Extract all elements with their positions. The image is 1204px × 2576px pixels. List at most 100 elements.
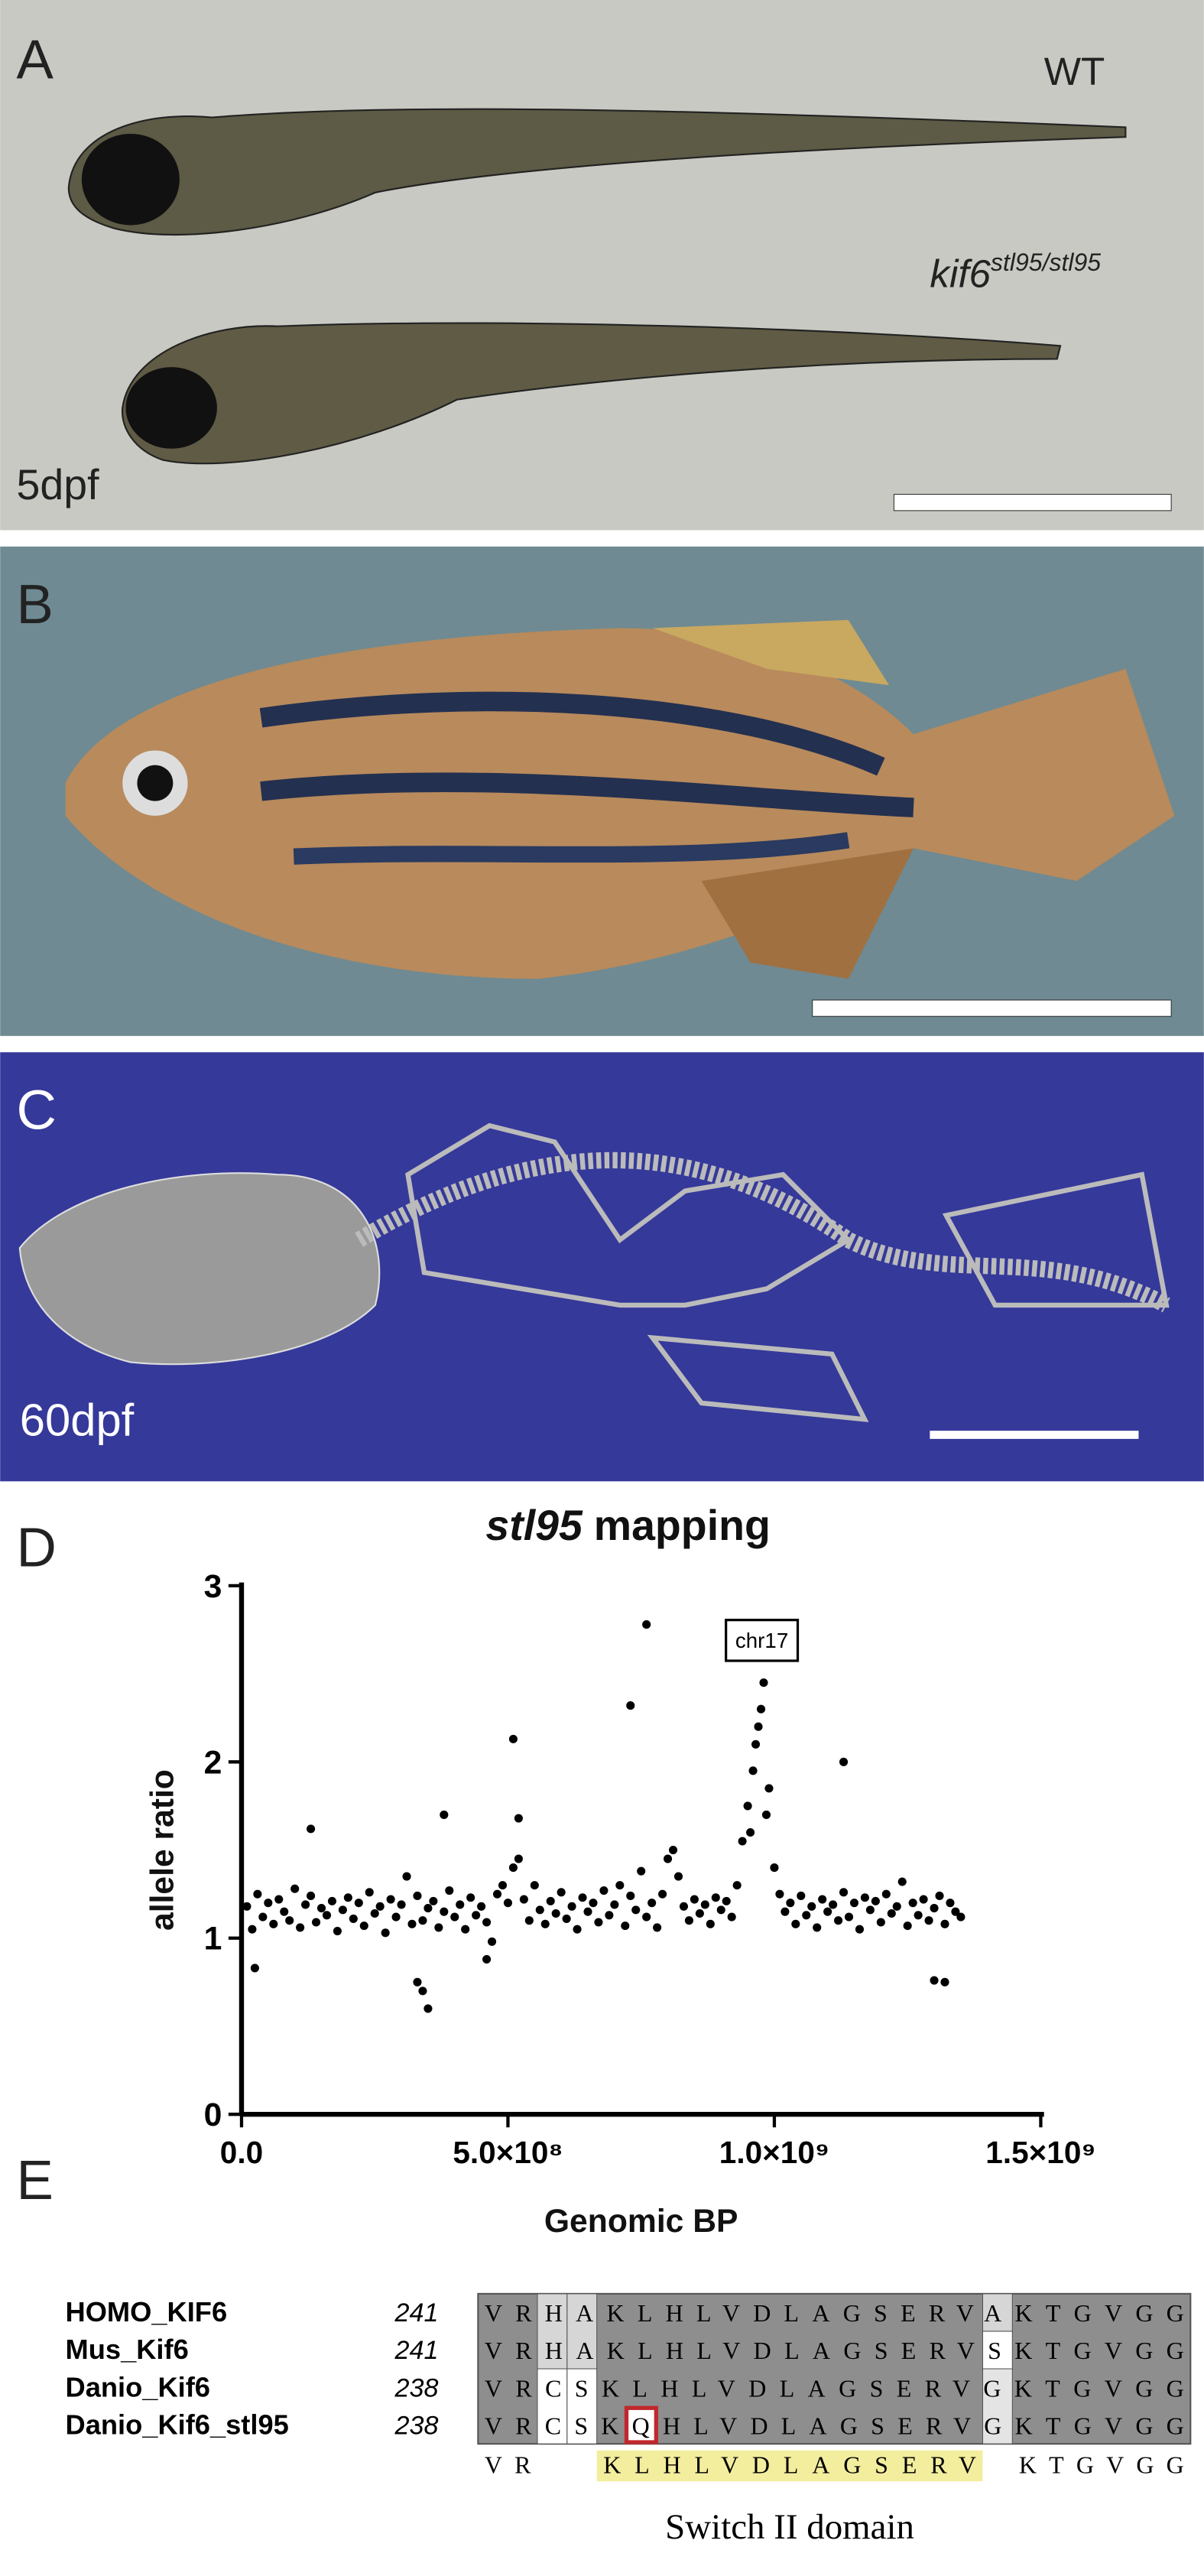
- point: [823, 1907, 832, 1916]
- point: [829, 1900, 838, 1909]
- annotation-box: [725, 1619, 800, 1662]
- x-tick-label: 1.0×10⁹: [719, 2135, 829, 2170]
- point: [503, 1899, 513, 1908]
- point: [615, 1881, 625, 1890]
- point: [301, 1900, 310, 1909]
- point: [610, 1900, 619, 1909]
- point: [935, 1891, 944, 1900]
- point: [472, 1911, 481, 1920]
- point: [557, 1888, 566, 1897]
- point: [791, 1919, 800, 1928]
- y-axis-label: allele ratio: [144, 1769, 180, 1931]
- point: [338, 1905, 347, 1915]
- species-name: Mus_Kif6: [66, 2334, 189, 2365]
- point: [684, 1916, 693, 1925]
- point: [924, 1916, 933, 1925]
- residue-shade: [982, 2368, 1013, 2444]
- stripe: [293, 832, 850, 865]
- panel-label: C: [17, 1079, 57, 1141]
- panel-b: B: [0, 546, 1204, 1036]
- point: [269, 1919, 278, 1928]
- gene: kif6: [930, 252, 991, 296]
- point: [839, 1757, 849, 1766]
- point: [903, 1921, 912, 1931]
- point: [365, 1888, 374, 1897]
- point: [940, 1977, 949, 1986]
- allele: stl95/stl95: [991, 249, 1101, 276]
- point: [514, 1814, 523, 1823]
- point: [424, 2004, 433, 2013]
- point: [855, 1925, 865, 1934]
- point: [482, 1954, 492, 1964]
- point: [711, 1893, 720, 1902]
- consensus: VR: [485, 2451, 531, 2479]
- point: [738, 1837, 747, 1846]
- genotype-label: kif6stl95/stl95: [930, 249, 1101, 295]
- point: [673, 1872, 683, 1881]
- point: [700, 1900, 709, 1909]
- mutant-larva: [122, 322, 1062, 465]
- point: [391, 1912, 401, 1921]
- scale-bar: [812, 999, 1172, 1017]
- point: [664, 1854, 673, 1863]
- point: [477, 1902, 486, 1911]
- point: [605, 1911, 614, 1920]
- panel-label: E: [17, 2149, 54, 2211]
- point: [280, 1907, 289, 1916]
- point: [370, 1908, 379, 1918]
- point: [573, 1925, 582, 1934]
- spine: [355, 1152, 1170, 1313]
- domain-highlight: [596, 2450, 983, 2482]
- point: [359, 1921, 368, 1931]
- point: [746, 1827, 755, 1837]
- point: [761, 1810, 771, 1819]
- point: [732, 1881, 742, 1890]
- point: [322, 1911, 332, 1920]
- point: [940, 1919, 949, 1928]
- point: [519, 1895, 528, 1904]
- point: [253, 1889, 262, 1899]
- point: [849, 1899, 859, 1908]
- start-position: 238: [394, 2373, 439, 2402]
- annotation: chr17: [735, 1629, 788, 1652]
- residue-shade: [537, 2293, 568, 2370]
- point: [844, 1912, 854, 1921]
- point: [440, 1810, 449, 1819]
- point: [775, 1889, 784, 1899]
- stripe: [260, 772, 914, 817]
- point: [756, 1704, 766, 1714]
- point: [653, 1923, 662, 1932]
- point: [343, 1893, 352, 1902]
- panel-label: B: [17, 573, 54, 635]
- point: [514, 1854, 523, 1863]
- point: [751, 1740, 761, 1749]
- chart-title: stl95 mapping: [485, 1502, 770, 1549]
- y-tick-label: 3: [204, 1568, 222, 1605]
- point: [743, 1801, 752, 1811]
- point: [727, 1912, 736, 1921]
- point: [250, 1964, 259, 1973]
- point: [637, 1866, 646, 1876]
- panel-label: A: [17, 28, 54, 90]
- point: [780, 1907, 790, 1916]
- point: [311, 1918, 321, 1927]
- x-tick-label: 0.0: [220, 2135, 263, 2170]
- point: [679, 1902, 689, 1911]
- point: [397, 1900, 406, 1909]
- point: [375, 1902, 385, 1911]
- point: [951, 1907, 960, 1916]
- point: [695, 1908, 704, 1918]
- point: [583, 1907, 592, 1916]
- point: [488, 1937, 497, 1946]
- consensus: KLHLVDLAGSERV: [603, 2451, 976, 2479]
- domain-label: Switch II domain: [665, 2507, 914, 2547]
- point: [930, 1904, 939, 1913]
- wt-eye: [81, 133, 180, 226]
- point: [530, 1881, 539, 1890]
- point: [647, 1899, 657, 1908]
- point: [461, 1925, 470, 1934]
- point: [764, 1784, 774, 1793]
- point: [307, 1891, 316, 1900]
- point: [434, 1923, 443, 1932]
